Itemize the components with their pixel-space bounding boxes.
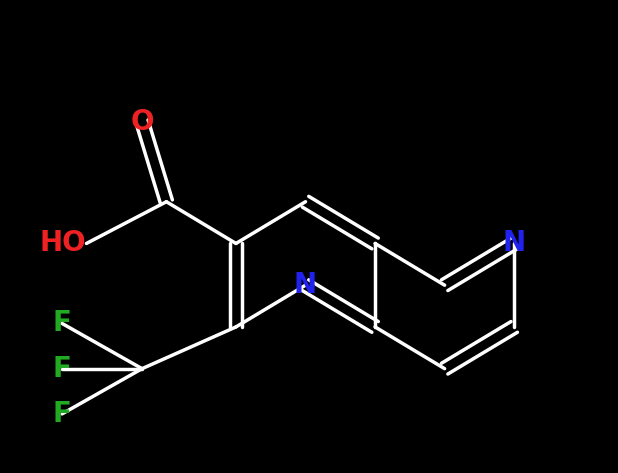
Text: F: F bbox=[53, 355, 72, 383]
Text: N: N bbox=[294, 271, 317, 299]
Text: F: F bbox=[53, 400, 72, 428]
Text: O: O bbox=[130, 108, 154, 136]
Text: HO: HO bbox=[40, 229, 87, 257]
Text: F: F bbox=[53, 309, 72, 337]
Text: N: N bbox=[502, 229, 526, 257]
